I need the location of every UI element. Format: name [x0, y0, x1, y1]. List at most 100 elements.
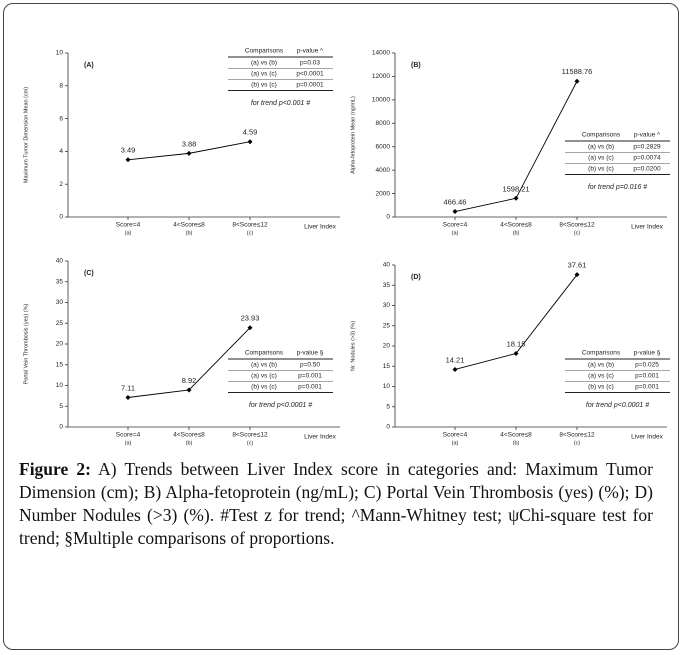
x-axis-label: Liver Index: [304, 224, 337, 231]
table-cell: p=0.03: [300, 60, 320, 67]
x-axis-label: Liver Index: [304, 434, 337, 441]
table-header: Comparisons: [582, 350, 621, 357]
table-cell: (a) vs (b): [588, 362, 614, 369]
table-cell: p=0.001: [298, 384, 322, 391]
data-point: [513, 350, 519, 356]
table-cell: (a) vs (b): [588, 144, 614, 151]
table-header: p-value ^: [297, 48, 324, 55]
value-label: 7.11: [121, 383, 135, 392]
x-tick-label: Score=4: [443, 432, 468, 439]
charts: 0 2 4 6 8 10 Maximum Tumor Dimension Mean (cm)…: [23, 48, 670, 446]
figure-caption: Figure 2: A) Trends between Liver Index …: [19, 458, 653, 550]
data-point: [452, 209, 458, 215]
x-tick-code: (b): [513, 440, 520, 446]
value-label: 23.93: [241, 314, 260, 323]
value-label: 11588.76: [562, 67, 593, 76]
y-tick-label: 8: [59, 83, 63, 90]
x-axis-label: Liver Index: [631, 434, 664, 441]
y-tick-label: 10: [383, 383, 391, 390]
table-trend: for trend p=0.016 #: [588, 184, 647, 191]
data-point: [186, 150, 192, 156]
x-tick-code: (c): [247, 440, 254, 446]
table-header: p-value §: [634, 350, 661, 357]
y-tick-label: 35: [56, 278, 64, 285]
x-tick-code: (c): [574, 440, 581, 446]
table-cell: p=0.0001: [296, 82, 324, 89]
x-tick-label: Score=4: [116, 432, 141, 439]
x-tick-label: 4<Score≤8: [500, 432, 532, 439]
y-tick-label: 2: [59, 181, 63, 188]
y-tick-label: 25: [56, 320, 64, 327]
panel-label: (A): [84, 62, 94, 69]
table-cell: (a) vs (b): [251, 60, 277, 67]
y-tick-label: 35: [383, 282, 391, 289]
value-label: 466.46: [444, 198, 467, 207]
y-tick-label: 4: [59, 148, 63, 155]
x-tick-label: 8<Score≤12: [559, 432, 595, 439]
x-tick-label: 4<Score≤8: [500, 222, 532, 229]
table-trend: for trend p<0.0001 #: [249, 402, 312, 409]
table-header: Comparisons: [245, 350, 284, 357]
table-header: Comparisons: [582, 132, 621, 139]
value-label: 14.21: [446, 355, 465, 364]
table-trend: for trend p<0.001 #: [251, 100, 310, 107]
table-cell: (a) vs (c): [588, 155, 614, 162]
table-cell: (b) vs (c): [251, 82, 277, 89]
y-tick-label: 8000: [376, 120, 391, 127]
table-cell: (b) vs (c): [588, 384, 614, 391]
x-tick-label: 4<Score≤8: [173, 432, 205, 439]
table-cell: p<0.0001: [296, 71, 324, 78]
x-tick-code: (c): [574, 230, 581, 236]
y-tick-label: 0: [59, 424, 63, 431]
y-tick-label: 4000: [376, 167, 391, 174]
table-header: p-value §: [297, 350, 324, 357]
data-point: [574, 78, 580, 84]
data-point: [247, 139, 253, 145]
data-point: [125, 394, 131, 400]
table-trend: for trend p<0.0001 #: [586, 402, 649, 409]
y-tick-label: 14000: [372, 50, 390, 57]
data-point: [574, 272, 580, 278]
value-label: 4.59: [243, 128, 258, 137]
data-point: [247, 325, 253, 331]
x-tick-code: (c): [247, 230, 254, 236]
x-tick-label: 8<Score≤12: [559, 222, 595, 229]
y-tick-label: 40: [383, 262, 391, 269]
data-point: [452, 366, 458, 372]
y-tick-label: 5: [59, 403, 63, 410]
table-cell: p=0.50: [300, 362, 320, 369]
table-cell: (a) vs (c): [251, 71, 277, 78]
table-cell: p=0.0200: [633, 166, 661, 173]
x-tick-label: 4<Score≤8: [173, 222, 205, 229]
x-tick-code: (b): [186, 440, 193, 446]
y-tick-label: 40: [56, 258, 64, 265]
x-tick-code: (b): [186, 230, 193, 236]
y-tick-label: 10000: [372, 97, 390, 104]
value-label: 37.61: [568, 261, 587, 270]
y-tick-label: 0: [386, 424, 390, 431]
x-tick-code: (b): [513, 230, 520, 236]
x-tick-code: (a): [452, 440, 459, 446]
panel-label: (C): [84, 270, 94, 277]
y-tick-label: 2000: [376, 190, 391, 197]
table-cell: p=0.001: [635, 373, 659, 380]
y-tick-label: 0: [59, 214, 63, 221]
y-tick-label: 15: [56, 361, 64, 368]
y-tick-label: 0: [386, 214, 390, 221]
table-cell: p=0.0074: [633, 155, 661, 162]
table-cell: p=0.2829: [633, 144, 661, 151]
table-cell: p=0.001: [298, 373, 322, 380]
value-label: 8.92: [182, 376, 197, 385]
y-tick-label: 20: [56, 341, 64, 348]
table-header: Comparisons: [245, 48, 284, 55]
table-cell: p=0.001: [635, 384, 659, 391]
panel-label: (D): [411, 274, 421, 281]
data-point: [186, 387, 192, 393]
y-tick-label: 30: [56, 299, 64, 306]
table-header: p-value ^: [634, 132, 661, 139]
table-cell: (a) vs (b): [251, 362, 277, 369]
x-tick-label: Score=4: [116, 222, 141, 229]
caption-text: A) Trends between Liver Index score in c…: [19, 459, 653, 548]
y-axis-label: Portal Vein Thrombosis (yes) (%): [23, 304, 29, 385]
data-point: [513, 195, 519, 201]
